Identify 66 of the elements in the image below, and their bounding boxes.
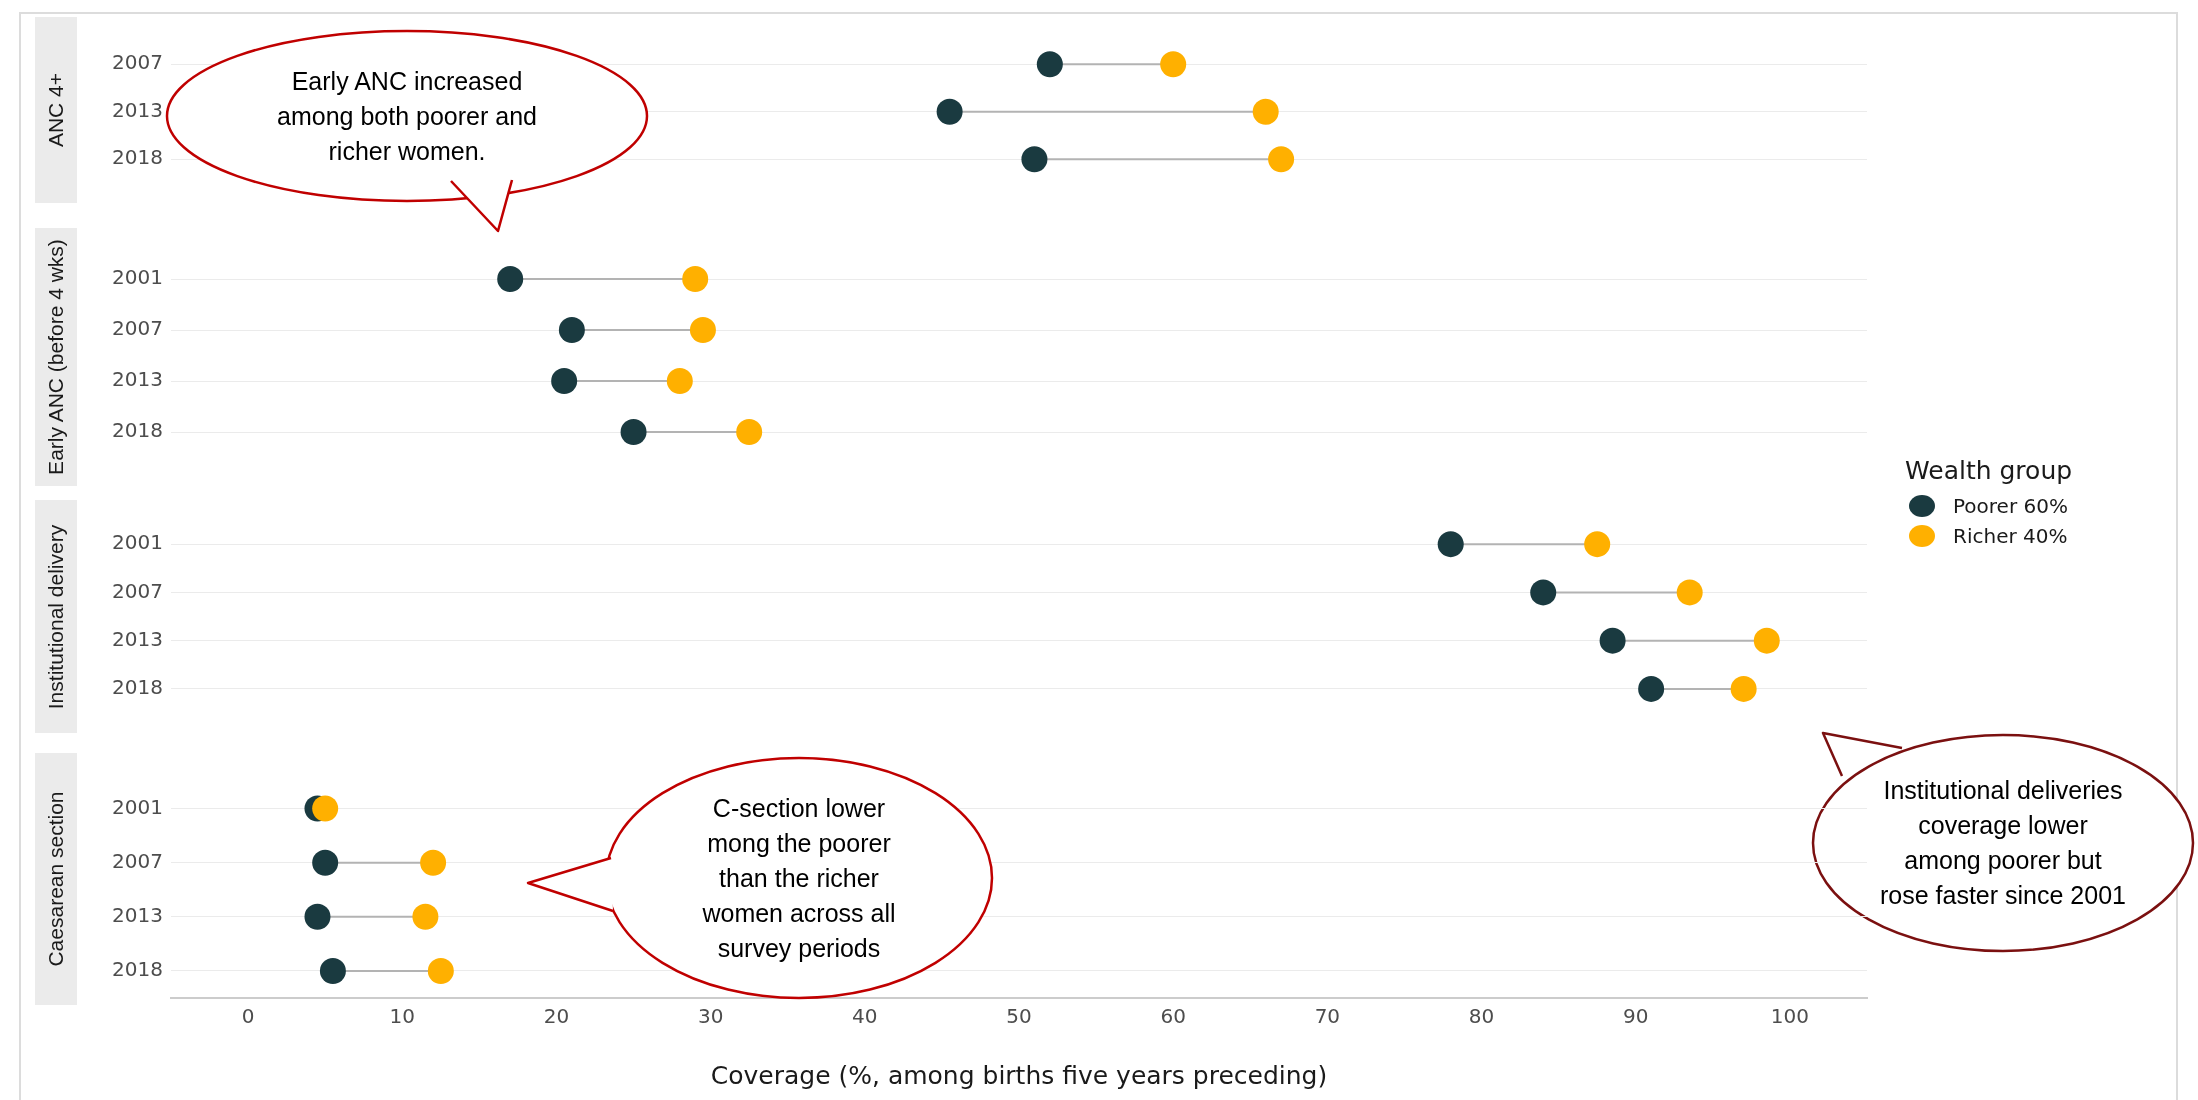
x-tick-label: 50: [1006, 1004, 1032, 1029]
point: [420, 849, 447, 876]
point: [620, 419, 647, 445]
y-tick-label: 2007: [112, 50, 163, 75]
x-tick-label: 100: [1770, 1004, 1809, 1029]
point: [736, 419, 763, 445]
point: [1638, 675, 1665, 702]
point: [936, 98, 963, 125]
x-tick-label: 30: [697, 1004, 724, 1029]
point: [1437, 531, 1464, 558]
x-tick-label: 70: [1314, 1004, 1341, 1029]
point: [1252, 98, 1279, 125]
point: [312, 849, 339, 876]
text: Institutional deliveries coverage lower among poorer but rose faster since 2001: [1879, 775, 2127, 911]
point: [1021, 146, 1048, 173]
point: [1268, 146, 1295, 173]
y-tick-label: 2013: [112, 367, 163, 392]
x-tick-label: 60: [1160, 1004, 1186, 1029]
x-tick-label: 10: [389, 1004, 415, 1029]
y-tick-label: 2013: [112, 626, 163, 651]
legend-title: Wealth group: [1905, 456, 2073, 485]
point: [1036, 51, 1063, 78]
annotation: C-section lower mong the poorer than the richer women across all survey periods: [701, 792, 897, 964]
x-tick-label: 20: [543, 1004, 570, 1029]
legend-label: Poorer 60%: [1953, 494, 2068, 518]
y-tick-label: 2001: [112, 530, 163, 555]
point: [1599, 627, 1626, 654]
point: [1530, 579, 1557, 606]
y-tick-label: 2001: [112, 265, 163, 290]
y-tick-label: 2007: [112, 578, 163, 603]
y-tick-label: 2018: [112, 957, 163, 982]
point: [1676, 579, 1703, 606]
x-tick-label: 0: [241, 1004, 255, 1029]
y-tick-label: 2013: [112, 903, 163, 928]
point: [689, 317, 716, 343]
x-tick-label: 80: [1468, 1004, 1495, 1029]
point: [558, 317, 585, 343]
text: Caesarean section: [44, 791, 68, 967]
point: [1730, 675, 1757, 702]
text: ANC 4+: [44, 72, 68, 148]
x-tick-label: 40: [852, 1004, 878, 1029]
point: [412, 903, 439, 930]
point: [682, 266, 709, 292]
x-axis-title: Coverage (%, among births five years preceding): [710, 1060, 1328, 1090]
y-tick-label: 2018: [112, 675, 163, 700]
point: [304, 903, 331, 930]
text: Institutional delivery: [44, 524, 68, 709]
point: [1160, 51, 1187, 78]
y-tick-label: 2013: [112, 97, 163, 122]
annotation: Early ANC increased among both poorer and richer women.: [276, 65, 538, 167]
text: Early ANC (before 4 wks): [44, 239, 68, 475]
point: [1584, 531, 1611, 558]
x-tick-label: 90: [1623, 1004, 1649, 1029]
point: [497, 266, 524, 292]
point: [312, 795, 339, 822]
y-tick-label: 2018: [112, 418, 163, 443]
point: [551, 368, 578, 394]
y-tick-label: 2007: [112, 316, 163, 341]
point: [666, 368, 693, 394]
point: [319, 957, 346, 984]
legend-label: Richer 40%: [1953, 524, 2068, 548]
point: [1753, 627, 1780, 654]
y-tick-label: 2018: [112, 145, 163, 170]
y-tick-label: 2001: [112, 794, 163, 819]
y-tick-label: 2007: [112, 848, 163, 873]
point: [427, 957, 454, 984]
